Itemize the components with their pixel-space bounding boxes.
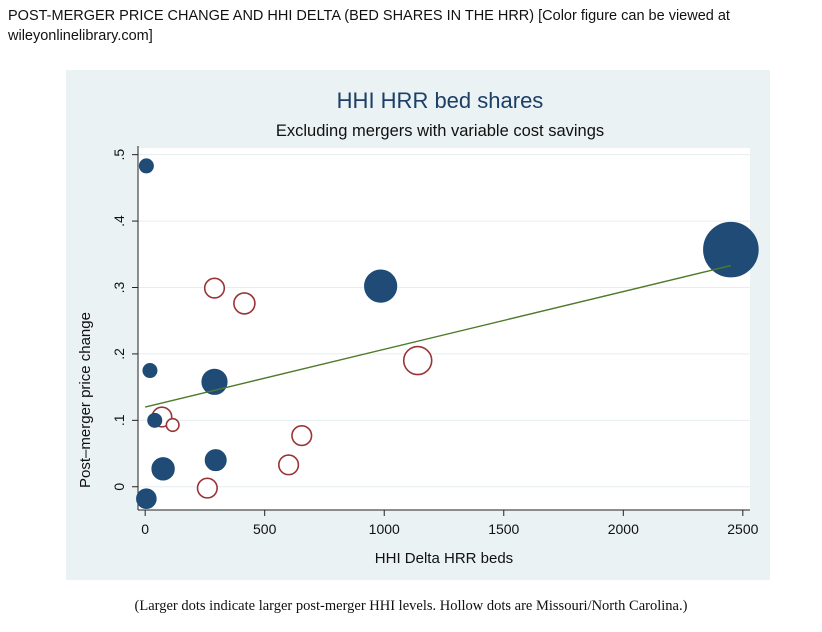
hollow-point <box>233 292 256 315</box>
hollow-point <box>196 477 218 499</box>
filled-point <box>136 488 157 510</box>
figure-caption: POST-MERGER PRICE CHANGE AND HHI DELTA (… <box>8 8 730 44</box>
fit-line <box>145 264 732 408</box>
hollow-point <box>278 454 300 476</box>
scatter-chart: 0 .1 .2 .3 .4 .5 0 500 1000 1500 2000 2500 HHI HRR b… <box>66 70 770 580</box>
x-axis-label: HHI Delta HRR beds <box>375 550 513 567</box>
plot-area <box>138 148 750 510</box>
y-tick-label: 0 <box>111 483 127 491</box>
y-tick-label: .1 <box>111 414 127 426</box>
y-tick-label: .2 <box>111 348 127 360</box>
hollow-point <box>402 345 433 376</box>
y-tick-label: .4 <box>111 215 127 227</box>
x-tick-label: 2500 <box>727 521 758 537</box>
filled-point <box>204 449 227 472</box>
filled-point <box>364 269 398 303</box>
x-tick-label: 500 <box>253 521 277 537</box>
hollow-point <box>203 277 226 299</box>
y-axis-label: Post–merger price change <box>77 312 94 488</box>
y-tick-label: .5 <box>111 149 127 161</box>
figure-note: (Larger dots indicate larger post-merger… <box>134 598 688 614</box>
x-tick-label: 2000 <box>608 521 639 537</box>
y-tick-label: .3 <box>111 281 127 293</box>
filled-point <box>151 457 175 481</box>
filled-point <box>142 363 158 379</box>
filled-point <box>147 412 163 428</box>
hollow-point <box>291 425 313 447</box>
chart-title: HHI HRR bed shares <box>337 88 544 113</box>
x-tick-label: 1000 <box>369 521 400 537</box>
chart-svg: 0 .1 .2 .3 .4 .5 0 500 1000 1500 2000 2500 HHI HRR b… <box>77 88 759 567</box>
x-tick-label: 1500 <box>488 521 519 537</box>
filled-point <box>138 158 154 174</box>
x-tick-label: 0 <box>141 521 149 537</box>
chart-subtitle: Excluding mergers with variable cost sav… <box>276 122 604 140</box>
filled-point <box>703 221 759 278</box>
hollow-point <box>165 417 180 433</box>
